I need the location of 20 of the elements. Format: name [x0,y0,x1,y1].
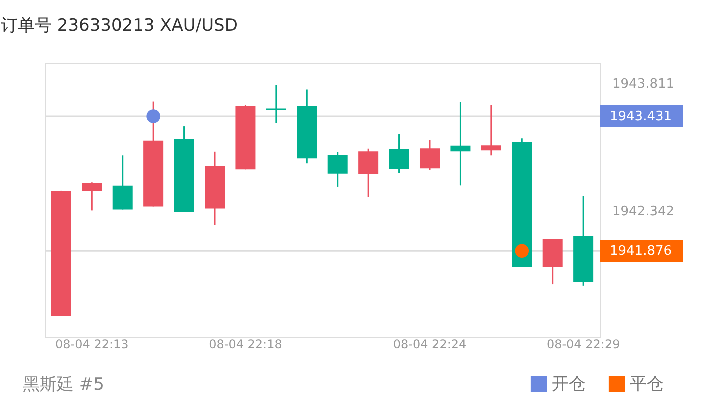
y-tick-label: 1943.811 [612,77,675,92]
candlestick [420,139,440,172]
candlestick [450,101,471,186]
ref-line-label: 1941.876 [610,244,672,260]
chart-title: 订单号 236330213 XAU/USD [1,16,238,36]
candlestick [112,154,133,210]
candlestick [481,104,502,156]
x-tick-label: 08-04 22:24 [393,338,467,352]
ref-line-label: 1943.431 [610,110,672,124]
candlestick [82,182,102,212]
x-tick-label: 08-04 22:29 [546,338,620,352]
x-tick-label: 08-04 22:18 [209,338,282,352]
legend-label: 开仓 [552,374,586,394]
candlestick [389,134,410,174]
legend-label: 平仓 [630,374,664,394]
text: 黑斯廷 #5 [23,375,104,395]
y-tick-label: 1942.342 [612,204,675,220]
x-tick-label: 08-04 22:13 [56,338,129,352]
candlestick [328,151,348,188]
candlestick [358,148,379,198]
